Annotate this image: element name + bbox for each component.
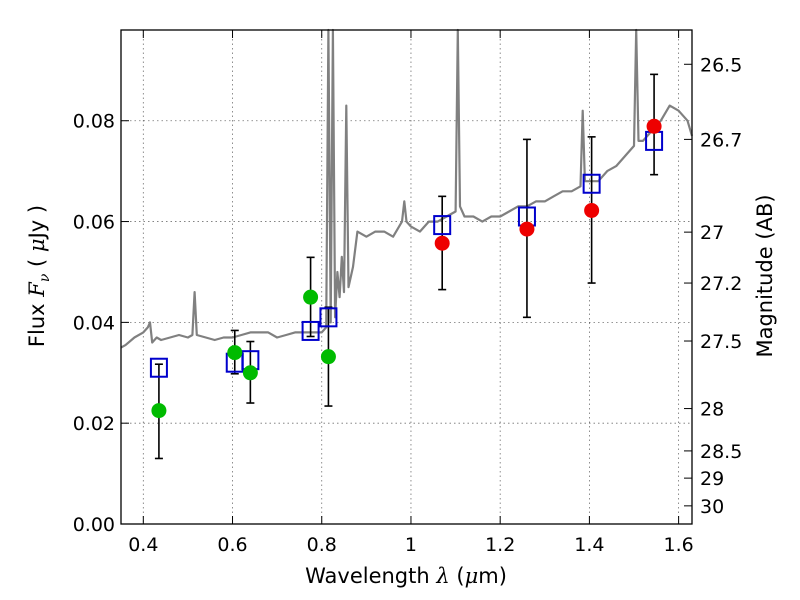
y-axis-title: Flux Fν ( μJy ) [25, 205, 53, 347]
grid-lines [121, 30, 692, 525]
model-square [433, 215, 452, 236]
x-tick-label: 1.2 [485, 534, 515, 556]
model-spectrum [120, 28, 694, 349]
y2-tick-label: 29 [700, 468, 724, 490]
x-tick-label: 0.8 [307, 534, 337, 556]
y2-tick-label: 27.5 [700, 331, 742, 353]
axis-ticks [121, 30, 692, 525]
y-tick-label: 0.00 [73, 514, 115, 536]
data-point [519, 221, 535, 237]
y2-tick-label: 28 [700, 399, 724, 421]
data-point [646, 118, 662, 134]
model-square [319, 307, 338, 328]
y2-tick-label: 27.2 [700, 273, 742, 295]
y2-tick-label: 26.5 [700, 54, 742, 76]
x-tick-label: 1 [405, 534, 417, 556]
data-point [151, 403, 167, 419]
y2-tick-label: 26.7 [700, 129, 742, 151]
model-square [301, 320, 320, 341]
y-tick-label: 0.02 [73, 413, 115, 435]
x-tick-label: 1.4 [574, 534, 604, 556]
data-point [320, 349, 336, 365]
observed-photometry-points [151, 118, 662, 419]
y-tick-label: 0.06 [73, 212, 115, 234]
y2-axis-title: Magnitude (AB) [753, 194, 777, 357]
data-point [584, 202, 600, 218]
x-tick-label: 0.4 [128, 534, 158, 556]
data-point [303, 289, 319, 305]
spectrum-line [120, 28, 694, 349]
y-tick-label: 0.08 [73, 111, 115, 133]
x-axis-title: Wavelength λ (μm) [305, 564, 507, 588]
x-tick-label: 1.6 [664, 534, 694, 556]
y2-tick-label: 27 [700, 222, 724, 244]
y2-tick-label: 28.5 [700, 441, 742, 463]
data-point [242, 365, 258, 381]
data-point [434, 235, 450, 251]
model-square [582, 173, 601, 194]
plot-frame [120, 29, 693, 525]
y-tick-label: 0.04 [73, 312, 115, 334]
data-point [227, 345, 243, 361]
x-tick-label: 0.6 [217, 534, 247, 556]
y2-tick-label: 30 [700, 496, 724, 518]
model-square [149, 357, 168, 378]
model-photometry-squares [149, 130, 664, 378]
tick-labels: 0.4 0.6 0.8 1 1.2 1.4 1.6 0.00 0.02 0.04 0.06 0.08 2… [73, 54, 743, 556]
